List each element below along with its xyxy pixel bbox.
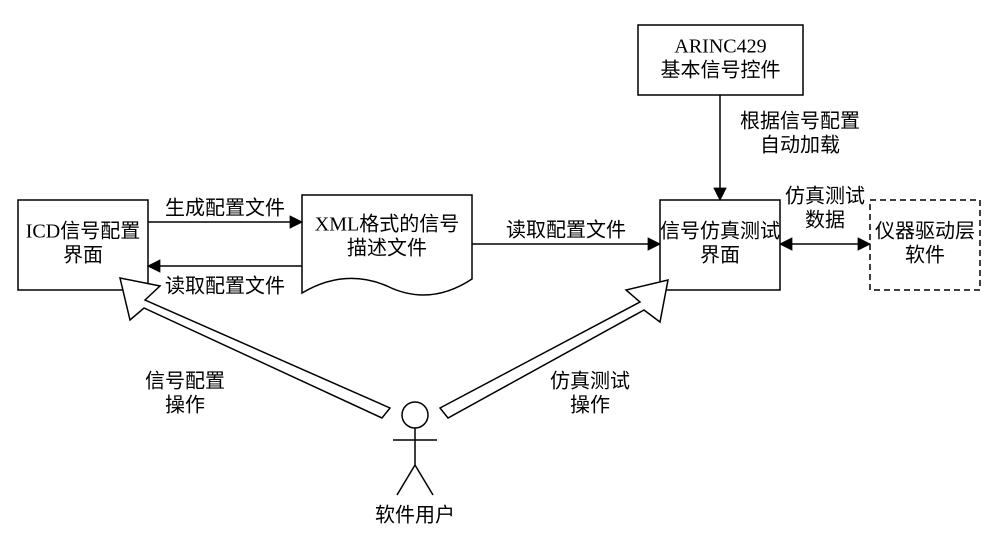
actor-to-sim-arrow — [440, 280, 668, 418]
svg-text:基本信号控件: 基本信号控件 — [661, 59, 781, 82]
svg-text:ARINC429: ARINC429 — [674, 36, 766, 58]
svg-text:软件用户: 软件用户 — [375, 504, 455, 527]
svg-text:XML格式的信号: XML格式的信号 — [315, 213, 459, 236]
svg-text:软件: 软件 — [905, 244, 945, 267]
svg-text:操作: 操作 — [570, 394, 610, 417]
svg-text:描述文件: 描述文件 — [347, 237, 427, 260]
svg-text:自动加载: 自动加载 — [760, 134, 840, 157]
svg-text:读取配置文件: 读取配置文件 — [506, 219, 626, 242]
svg-text:操作: 操作 — [165, 394, 205, 417]
svg-text:信号配置: 信号配置 — [145, 370, 225, 393]
svg-text:根据信号配置: 根据信号配置 — [740, 110, 860, 133]
svg-text:信号仿真测试: 信号仿真测试 — [660, 220, 780, 243]
svg-text:生成配置文件: 生成配置文件 — [165, 197, 285, 220]
svg-text:仿真测试: 仿真测试 — [550, 370, 630, 393]
svg-text:读取配置文件: 读取配置文件 — [165, 275, 285, 298]
actor-to-icd-arrow — [120, 278, 390, 418]
svg-text:仪器驱动层: 仪器驱动层 — [875, 220, 975, 243]
svg-text:仿真测试: 仿真测试 — [785, 185, 865, 208]
svg-text:界面: 界面 — [63, 245, 103, 267]
svg-text:界面: 界面 — [700, 245, 740, 267]
svg-text:ICD信号配置: ICD信号配置 — [26, 220, 140, 243]
actor-head — [402, 402, 428, 428]
svg-text:数据: 数据 — [805, 209, 845, 232]
